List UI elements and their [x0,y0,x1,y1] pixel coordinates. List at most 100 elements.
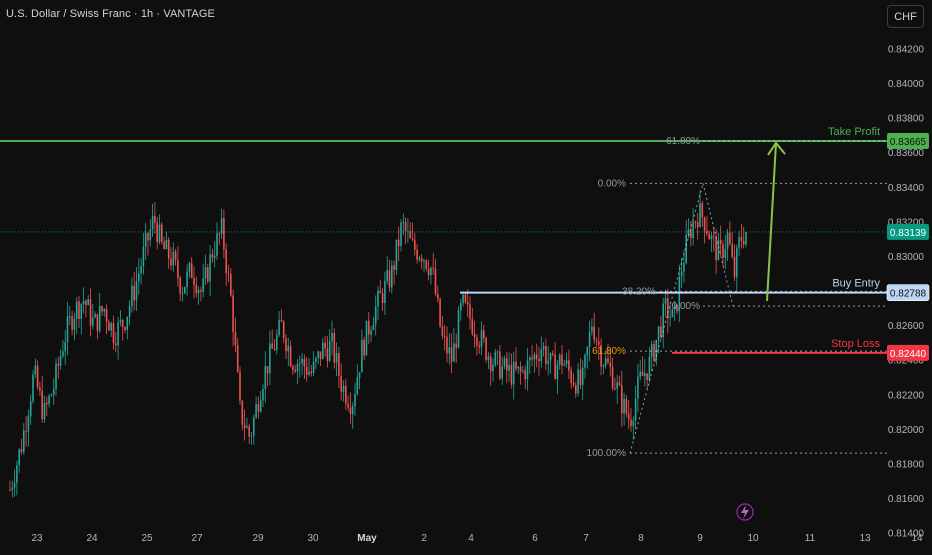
candle-down [696,213,699,240]
candle-down [347,395,349,412]
candle-up [542,342,545,357]
buy-entry-label: Buy Entry [832,278,880,290]
candle-up [301,352,303,376]
candle-body [149,229,152,241]
candle-down [593,312,595,344]
candle-body [492,364,494,372]
candle-up [648,346,651,383]
candle-down [177,246,179,287]
candle-down [326,336,329,368]
candle-up [142,232,145,275]
candle-down [200,286,202,302]
candle-up [692,208,694,246]
candle-down [719,225,722,257]
candle-body [708,233,710,240]
lightning-icon-ring [736,503,754,521]
candle-up [623,392,625,426]
fib-level-label: 100.00% [587,448,627,459]
candle-body [593,326,595,341]
candle-body [409,231,411,239]
candle-up [448,333,451,365]
candle-up [395,239,398,275]
candle-up [204,254,207,285]
candle-up [149,219,152,247]
candle-body [358,372,361,378]
candle-down [271,329,273,349]
candle-body [112,323,115,344]
candle-body [200,290,202,292]
candle-down [211,248,214,263]
candle-down [115,331,117,353]
candle-body [625,398,628,414]
candle-body [179,278,181,294]
candle-up [144,223,147,260]
candle-up [23,423,25,455]
candle-up [549,352,552,374]
candle-up [259,390,262,414]
candle-body [561,354,563,366]
take-profit-label: Take Profit [828,126,880,138]
candle-body [315,357,317,362]
candle-body [586,346,589,355]
candle-body [347,403,349,408]
candle-body [678,276,681,312]
candle-body [434,268,437,294]
candle-down [154,202,156,235]
candle-body [18,449,20,466]
candle-body [167,239,170,259]
candle-up [361,329,363,373]
candle-up [736,244,738,292]
fib-trendline [702,183,734,307]
candle-body [368,320,370,335]
candle-down [499,344,501,381]
candle-body [478,345,480,348]
candle-body [407,231,409,233]
candle-body [322,342,324,359]
candle-body [685,234,687,264]
candle-down [464,292,467,304]
candle-down [333,328,336,369]
candle-body [706,230,708,234]
candle-body [80,304,83,319]
candle-body [621,385,623,414]
candle-body [549,353,552,361]
candle-body [121,320,124,328]
candle-body [740,237,743,241]
candle-body [694,221,697,223]
y-tick-label: 0.83000 [888,252,925,263]
candle-body [52,389,55,395]
candle-body [533,354,536,360]
candle-body [308,371,310,375]
candle-body [542,346,545,350]
candle-body [119,320,122,323]
candle-body [262,388,264,401]
candle-body [480,330,483,348]
candle-body [531,357,533,360]
candle-body [386,270,388,281]
candle-body [16,465,18,484]
candle-up [13,469,16,497]
candle-body [154,215,156,223]
candle-body [473,333,476,338]
candle-body [128,305,131,317]
candle-body [48,395,50,405]
candle-down [41,376,43,423]
candle-body [354,394,356,407]
candle-body [414,239,416,250]
candle-body [464,294,467,302]
candle-body [584,354,586,368]
arrow-head [767,141,786,156]
currency-button[interactable]: CHF [887,5,924,28]
candle-up [673,300,676,321]
candle-body [639,371,641,377]
candle-down [241,400,244,431]
candle-body [207,267,209,282]
candle-up [103,307,106,318]
candle-up [18,448,20,473]
candle-body [667,298,669,318]
candle-down [174,248,177,266]
candle-down [609,349,612,377]
candle-body [609,362,612,368]
